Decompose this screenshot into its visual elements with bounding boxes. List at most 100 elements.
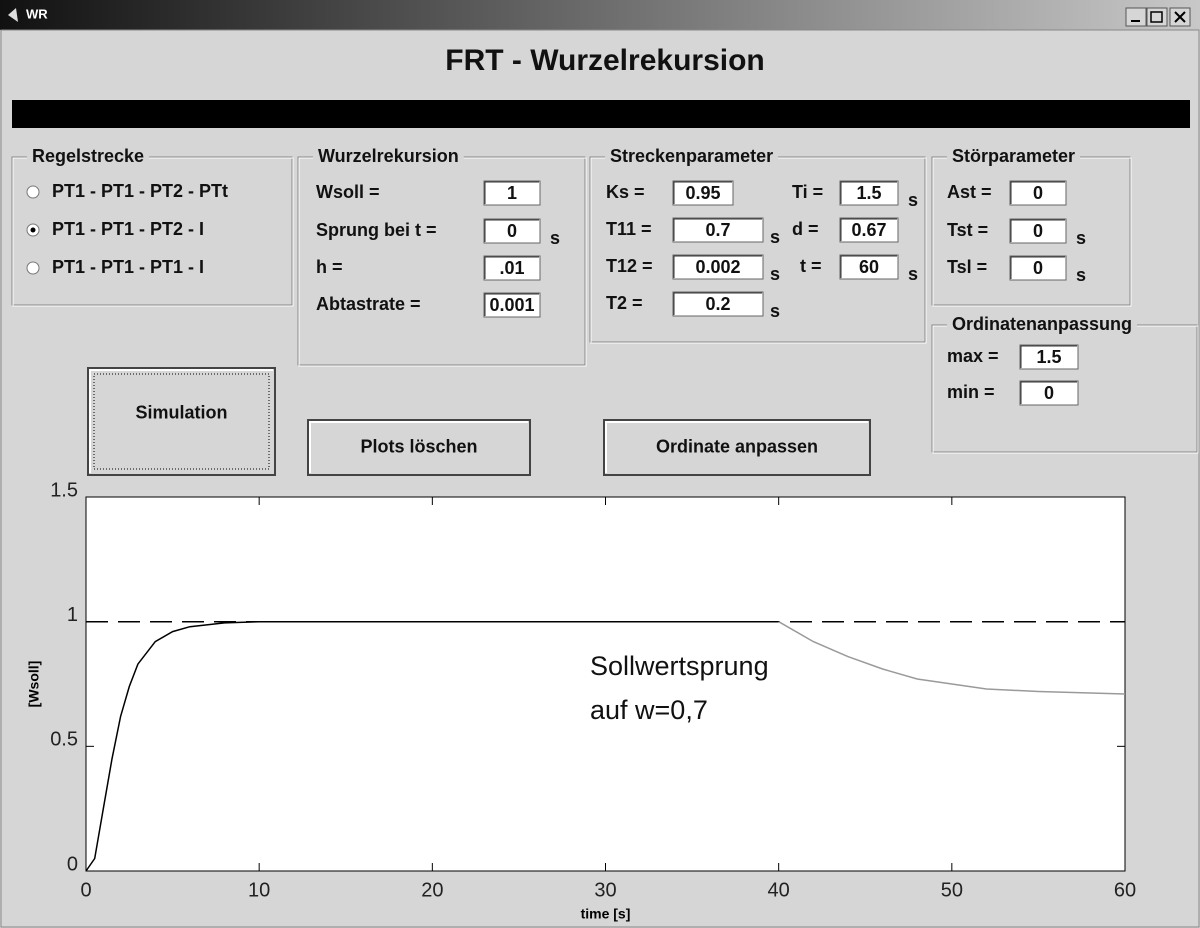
- input-value: 0.001: [489, 295, 534, 315]
- button-highlight: [605, 421, 868, 473]
- input-bevel: [1020, 345, 1077, 368]
- maximize-button[interactable]: [1146, 7, 1168, 27]
- input-value: 0.002: [695, 257, 740, 277]
- button[interactable]: [87, 367, 276, 476]
- input-value: 0.95: [685, 183, 720, 203]
- x-tick-label: 10: [248, 879, 270, 901]
- maximize-icon: [1150, 11, 1163, 23]
- text-input[interactable]: [672, 291, 764, 317]
- unit-label: s: [770, 264, 780, 284]
- panel-title-bg: [313, 145, 464, 169]
- text-input[interactable]: [672, 217, 764, 243]
- radio-selected-dot: [30, 227, 36, 233]
- input-value: 0: [1033, 221, 1043, 241]
- status-bar: [12, 100, 1190, 128]
- panel-title: Ordinatenanpassung: [952, 314, 1132, 334]
- unit-label: s: [770, 227, 780, 247]
- panel-title-bg: [947, 145, 1081, 169]
- window-controls: [1125, 7, 1191, 27]
- unit-label: s: [1076, 265, 1086, 285]
- x-tick-label: 30: [594, 879, 616, 901]
- radio-label: PT1 - PT1 - PT2 - PTt: [52, 181, 228, 201]
- text-input[interactable]: [483, 180, 541, 206]
- text-input[interactable]: [672, 254, 764, 280]
- panel-title-bg: [947, 313, 1138, 337]
- panel-title: Wurzelrekursion: [318, 146, 459, 166]
- button-label: Plots löschen: [360, 436, 477, 456]
- field-label: Tst =: [947, 220, 988, 240]
- text-input[interactable]: [839, 254, 899, 280]
- field-label: Ti =: [792, 182, 823, 202]
- y-tick-label: 0: [67, 853, 78, 875]
- y-axis-label: [Wsoll]: [26, 661, 42, 708]
- button-focus: [93, 373, 270, 470]
- x-tick-label: 50: [941, 879, 963, 901]
- x-axis-label: time [s]: [581, 906, 631, 922]
- text-input[interactable]: [483, 255, 541, 281]
- input-value: 0: [1044, 383, 1054, 403]
- field-label: T2 =: [606, 293, 643, 313]
- text-input[interactable]: [839, 180, 899, 206]
- input-bevel: [673, 292, 762, 315]
- text-input[interactable]: [672, 180, 734, 206]
- input-value: 1.5: [1036, 347, 1061, 367]
- text-input[interactable]: [483, 292, 541, 318]
- input-value: .01: [499, 258, 524, 278]
- window-title: WR: [26, 6, 48, 21]
- data-line: [778, 621, 1126, 695]
- minimize-button[interactable]: [1125, 7, 1147, 27]
- text-input[interactable]: [1019, 380, 1079, 406]
- input-bevel: [484, 256, 539, 279]
- button-label: Ordinate anpassen: [656, 436, 818, 456]
- panel-frame-light: [12, 157, 294, 307]
- input-bevel: [673, 181, 732, 204]
- input-value: 60: [859, 257, 879, 277]
- unit-label: s: [908, 264, 918, 284]
- input-bevel: [484, 293, 539, 316]
- unit-label: s: [550, 228, 560, 248]
- button[interactable]: [307, 419, 531, 476]
- text-input[interactable]: [1009, 218, 1067, 244]
- input-value: 1: [507, 183, 517, 203]
- annotation: auf w=0,7: [590, 695, 708, 725]
- field-label: max =: [947, 346, 999, 366]
- field-label: Abtastrate =: [316, 294, 421, 314]
- panel-title-bg: [605, 145, 779, 169]
- input-bevel: [840, 218, 897, 241]
- input-bevel: [1010, 219, 1065, 242]
- text-input[interactable]: [1009, 180, 1067, 206]
- panel-title: Regelstrecke: [32, 146, 144, 166]
- input-value: 0: [507, 221, 517, 241]
- x-tick-label: 0: [80, 879, 91, 901]
- annotation: Sollwertsprung: [590, 651, 769, 681]
- input-bevel: [840, 181, 897, 204]
- field-label: Ks =: [606, 182, 645, 202]
- text-input[interactable]: [483, 218, 541, 244]
- input-bevel: [840, 255, 897, 278]
- input-value: 0.2: [705, 294, 730, 314]
- y-tick-label: 1: [67, 604, 78, 626]
- input-bevel: [484, 181, 539, 204]
- input-value: 0.67: [851, 220, 886, 240]
- unit-label: s: [908, 190, 918, 210]
- input-value: 0: [1033, 183, 1043, 203]
- text-input[interactable]: [1009, 255, 1067, 281]
- field-label: t =: [800, 256, 822, 276]
- field-label: Wsoll =: [316, 182, 380, 202]
- input-bevel: [673, 255, 762, 278]
- window-frame: [0, 29, 1200, 928]
- field-label: h =: [316, 257, 343, 277]
- field-label: T12 =: [606, 256, 653, 276]
- app-icon: [8, 8, 18, 22]
- button[interactable]: [603, 419, 871, 476]
- button-highlight: [89, 369, 273, 473]
- radio-button[interactable]: [26, 185, 40, 199]
- button-highlight: [309, 421, 528, 473]
- radio-button[interactable]: [26, 261, 40, 275]
- input-bevel: [673, 218, 762, 241]
- title-bar: [0, 0, 1200, 30]
- y-tick-label: 0.5: [50, 729, 78, 751]
- text-input[interactable]: [1019, 344, 1079, 370]
- text-input[interactable]: [839, 217, 899, 243]
